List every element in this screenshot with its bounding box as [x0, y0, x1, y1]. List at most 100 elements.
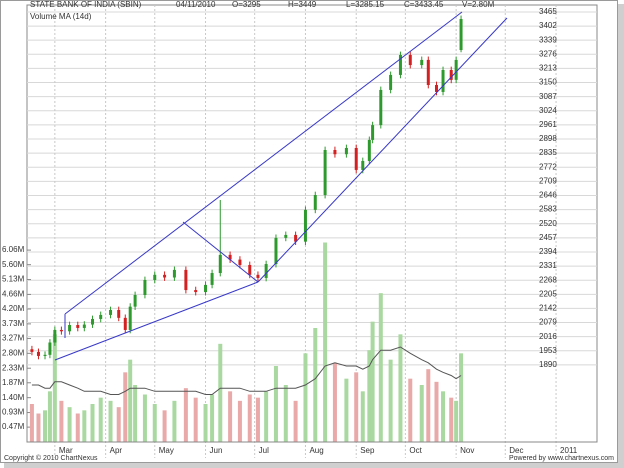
candle-body [172, 269, 176, 278]
candle-body [398, 54, 402, 75]
volume-bar [43, 410, 48, 442]
candle-body [294, 234, 298, 242]
candle-body [36, 351, 40, 356]
volume-bar [344, 378, 349, 442]
candle-body [99, 314, 103, 319]
candle-body [133, 294, 137, 307]
y-tick-label: 3087 [539, 92, 557, 101]
volume-bar [36, 413, 41, 442]
y-tick-label: 2898 [539, 134, 557, 143]
x-tick-label: Sep [360, 446, 375, 455]
volume-bar [459, 353, 464, 442]
candle-body [143, 279, 147, 295]
y-tick-label: 3213 [539, 64, 557, 73]
candle-body [344, 147, 348, 155]
volume-bar [264, 391, 269, 442]
y-tick-label: 1890 [539, 360, 557, 369]
volume-bar [142, 394, 147, 442]
volume-bar [210, 394, 215, 442]
volume-bar [323, 242, 328, 442]
x-tick-label: Jun [210, 446, 223, 455]
volume-bar [116, 407, 121, 442]
volume-bar [426, 369, 431, 442]
volume-bar [162, 410, 167, 442]
y2-tick-label: 4.20M [2, 304, 25, 313]
volume-bar [152, 404, 157, 442]
footer-right: Powered by www.chartnexus.com [509, 455, 614, 462]
candle-body [256, 274, 260, 278]
y-tick-label: 2268 [539, 275, 557, 284]
volume-bar [228, 391, 233, 442]
chart-title: STATE BANK OF INDIA (SBIN) [30, 0, 142, 9]
channel-connector [182, 221, 259, 283]
candle-body [91, 318, 95, 325]
candle-body [76, 325, 80, 328]
volume-bar [183, 388, 188, 442]
candle-body [323, 149, 327, 196]
candle-body [441, 69, 445, 92]
candle-body [194, 290, 198, 293]
candle-body [59, 329, 63, 332]
volume-bar [273, 366, 278, 442]
volume-bar [218, 343, 223, 442]
candle-body [204, 284, 208, 293]
volume-bar [128, 359, 133, 442]
volume-bar [193, 397, 198, 442]
volume-bar [82, 410, 87, 442]
header-date: 04/11/2010 [176, 0, 216, 9]
candle-body [117, 310, 121, 318]
candle-body [454, 59, 458, 80]
trend-lines [54, 11, 508, 361]
x-tick-label: Dec [509, 446, 523, 455]
candle-body [30, 349, 34, 352]
candle-body [53, 329, 57, 343]
volume-bar [247, 394, 252, 442]
x-tick-label: Mar [59, 446, 73, 455]
y-tick-label: 2583 [539, 205, 557, 214]
y-tick-label: 2835 [539, 148, 557, 157]
volume-bar [98, 397, 103, 442]
y2-tick-label: 6.06M [2, 245, 25, 254]
x-tick-label: Nov [460, 446, 474, 455]
channel-upper [64, 11, 463, 315]
volume-bar [354, 372, 359, 442]
y-tick-label: 2205 [539, 289, 557, 298]
volume-panel [29, 242, 464, 442]
frame-shadow [4, 463, 624, 468]
y-tick-label: 3150 [539, 78, 557, 87]
volume-bar [108, 400, 113, 442]
volume-bar [67, 407, 72, 442]
candle-body [238, 259, 242, 265]
candle-body [43, 354, 47, 356]
y-tick-label: 3024 [539, 106, 557, 115]
candle-body [218, 254, 222, 274]
candle-body [426, 59, 430, 86]
candle-body [303, 209, 307, 242]
volume-bar [123, 372, 128, 442]
candle-body [210, 273, 214, 285]
channel-lower [54, 281, 259, 361]
candle-body [123, 317, 127, 330]
candle-body [333, 149, 337, 155]
price-panel [30, 15, 463, 360]
candle-body [389, 74, 393, 90]
y-tick-label: 2016 [539, 332, 557, 341]
volume-bar [59, 400, 64, 442]
volume-bar [52, 334, 57, 442]
candle-body [434, 85, 438, 92]
y-tick-label: 2079 [539, 318, 557, 327]
y2-tick-label: 4.66M [2, 290, 25, 299]
volume-bar [313, 328, 318, 442]
candle-body [184, 269, 188, 291]
volume-bar [434, 381, 439, 442]
candle-body [68, 325, 72, 332]
y-tick-label: 2520 [539, 219, 557, 228]
volume-bar [408, 378, 413, 442]
candle-body [228, 254, 232, 260]
x-tick-label: Jul [259, 446, 269, 455]
frame-shadow [618, 4, 624, 466]
y-tick-label: 2142 [539, 304, 557, 313]
candle-body [163, 274, 167, 278]
